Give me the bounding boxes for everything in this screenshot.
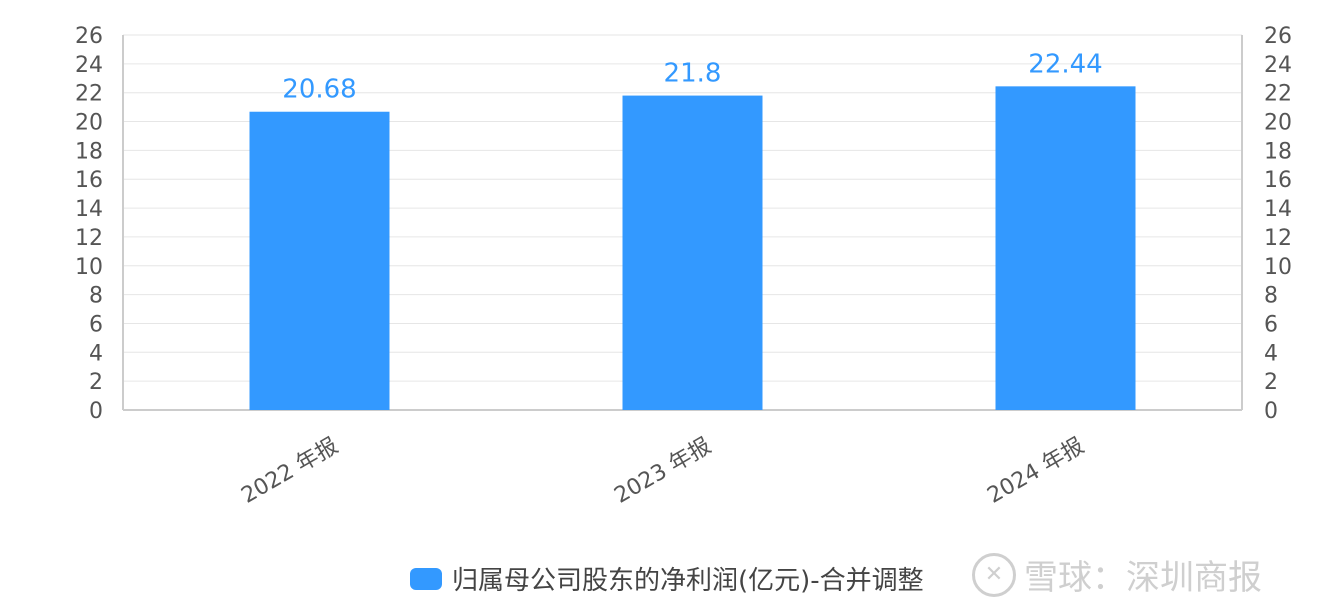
data-label: 22.44 — [1028, 49, 1102, 79]
x-tick-label: 2023 年报 — [610, 434, 715, 509]
y-tick-label-left: 2 — [89, 370, 103, 395]
legend[interactable]: 归属母公司股东的净利润(亿元)-合并调整 — [410, 560, 924, 597]
bar — [995, 86, 1136, 410]
y-tick-label-left: 22 — [75, 82, 103, 107]
y-tick-label-right: 22 — [1264, 82, 1292, 107]
bar — [622, 95, 763, 411]
watermark-text: 雪球：深圳商报 — [1024, 558, 1262, 598]
y-tick-label-right: 14 — [1264, 197, 1292, 222]
y-tick-label-left: 14 — [75, 197, 103, 222]
y-tick-label-right: 0 — [1264, 399, 1278, 424]
y-tick-label-left: 18 — [75, 139, 103, 164]
y-tick-label-left: 6 — [89, 312, 103, 337]
data-label: 20.68 — [282, 75, 356, 105]
legend-swatch — [410, 567, 442, 590]
y-tick-label-right: 20 — [1264, 111, 1292, 136]
y-tick-label-left: 24 — [75, 53, 103, 78]
y-tick-label-right: 18 — [1264, 139, 1292, 164]
watermark: ✕ 雪球：深圳商报 — [972, 550, 1262, 599]
y-tick-label-right: 2 — [1264, 370, 1278, 395]
legend-label: 归属母公司股东的净利润(亿元)-合并调整 — [452, 566, 924, 596]
x-tick-label: 2022 年报 — [237, 434, 342, 509]
y-tick-label-right: 4 — [1264, 341, 1278, 366]
x-tick-label: 2024 年报 — [983, 434, 1088, 509]
y-tick-label-left: 26 — [75, 24, 103, 49]
y-tick-label-left: 16 — [75, 168, 103, 193]
y-tick-label-left: 12 — [75, 226, 103, 251]
snowball-logo-icon: ✕ — [972, 552, 1016, 597]
y-tick-label-right: 6 — [1264, 312, 1278, 337]
y-tick-label-right: 8 — [1264, 284, 1278, 309]
bar — [249, 111, 390, 410]
data-label: 21.8 — [664, 59, 722, 89]
y-tick-label-right: 10 — [1264, 255, 1292, 280]
y-tick-label-left: 8 — [89, 284, 103, 309]
y-tick-label-left: 4 — [89, 341, 103, 366]
y-tick-label-left: 10 — [75, 255, 103, 280]
y-tick-label-left: 20 — [75, 111, 103, 136]
y-tick-label-right: 12 — [1264, 226, 1292, 251]
y-tick-label-right: 26 — [1264, 24, 1292, 49]
y-tick-label-right: 16 — [1264, 168, 1292, 193]
y-tick-label-left: 0 — [89, 399, 103, 424]
y-tick-label-right: 24 — [1264, 53, 1292, 78]
